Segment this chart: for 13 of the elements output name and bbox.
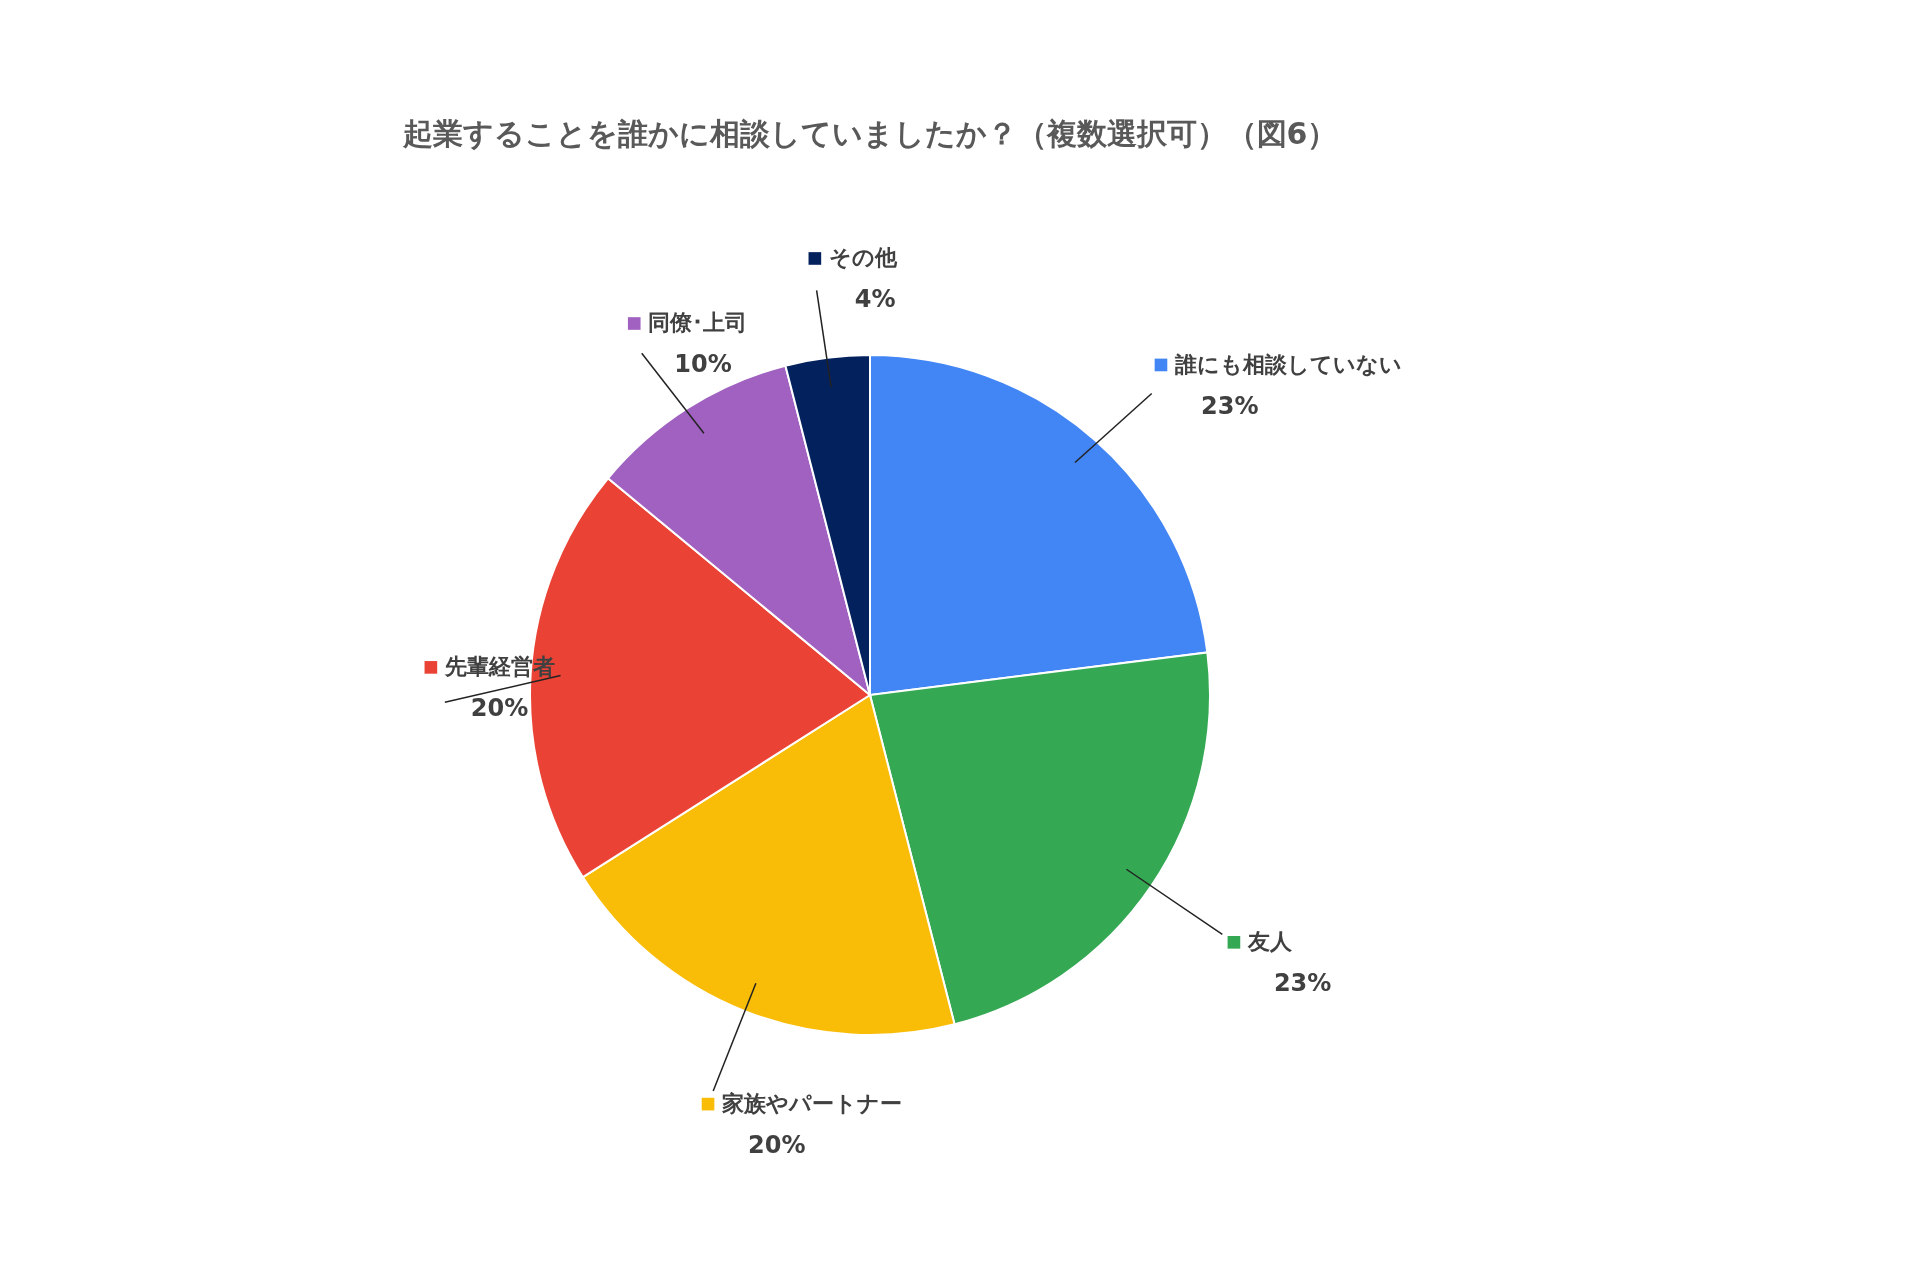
data-label: 4% (854, 285, 896, 314)
legend-label: 同僚･上司 (648, 310, 748, 336)
data-label: 20% (748, 1131, 806, 1160)
data-label: 23% (1200, 391, 1259, 420)
chart-title: 起業することを誰かに相談していましたか？（複数選択可）（図6） (401, 116, 1338, 151)
data-label: 23% (1273, 969, 1332, 998)
data-label: 10% (674, 350, 732, 379)
legend-label: 友人 (1246, 929, 1293, 955)
data-label: 20% (470, 694, 529, 723)
legend-label: 誰にも相談していない (1173, 351, 1402, 377)
legend-label: その他 (828, 245, 898, 271)
legend-label: 家族やパートナー (721, 1091, 903, 1117)
legend-label: 先輩経営者 (443, 654, 555, 680)
